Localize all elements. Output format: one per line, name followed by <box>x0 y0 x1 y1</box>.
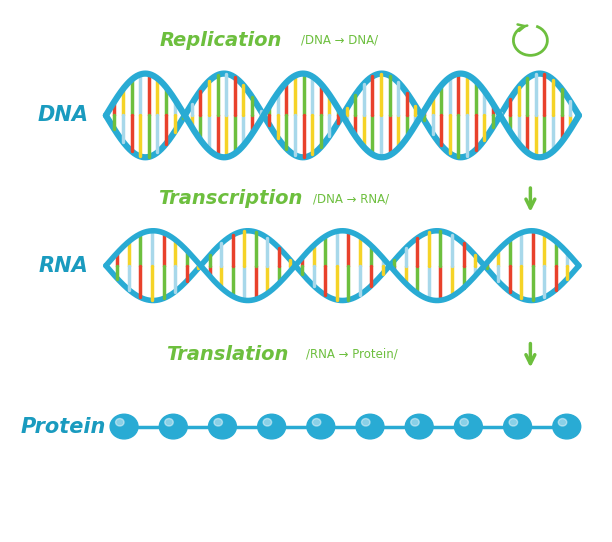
Text: RNA: RNA <box>39 256 88 276</box>
Text: Protein: Protein <box>21 417 106 436</box>
Circle shape <box>312 418 321 426</box>
Circle shape <box>116 418 124 426</box>
Circle shape <box>509 418 518 426</box>
Circle shape <box>209 414 236 439</box>
Circle shape <box>411 418 419 426</box>
Circle shape <box>263 418 272 426</box>
Circle shape <box>504 414 532 439</box>
Circle shape <box>159 414 187 439</box>
Circle shape <box>307 414 335 439</box>
Circle shape <box>405 414 433 439</box>
Circle shape <box>258 414 286 439</box>
Text: /DNA → DNA/: /DNA → DNA/ <box>300 34 378 47</box>
Text: /RNA → Protein/: /RNA → Protein/ <box>305 347 397 360</box>
Text: Replication: Replication <box>160 31 282 50</box>
Text: Translation: Translation <box>166 345 288 364</box>
Circle shape <box>110 414 138 439</box>
Text: Transcription: Transcription <box>158 189 302 208</box>
Circle shape <box>165 418 173 426</box>
Circle shape <box>362 418 370 426</box>
Circle shape <box>455 414 482 439</box>
Circle shape <box>460 418 468 426</box>
Circle shape <box>553 414 581 439</box>
Text: DNA: DNA <box>38 106 89 125</box>
Circle shape <box>558 418 567 426</box>
Circle shape <box>214 418 222 426</box>
Text: /DNA → RNA/: /DNA → RNA/ <box>313 192 390 205</box>
Circle shape <box>356 414 384 439</box>
